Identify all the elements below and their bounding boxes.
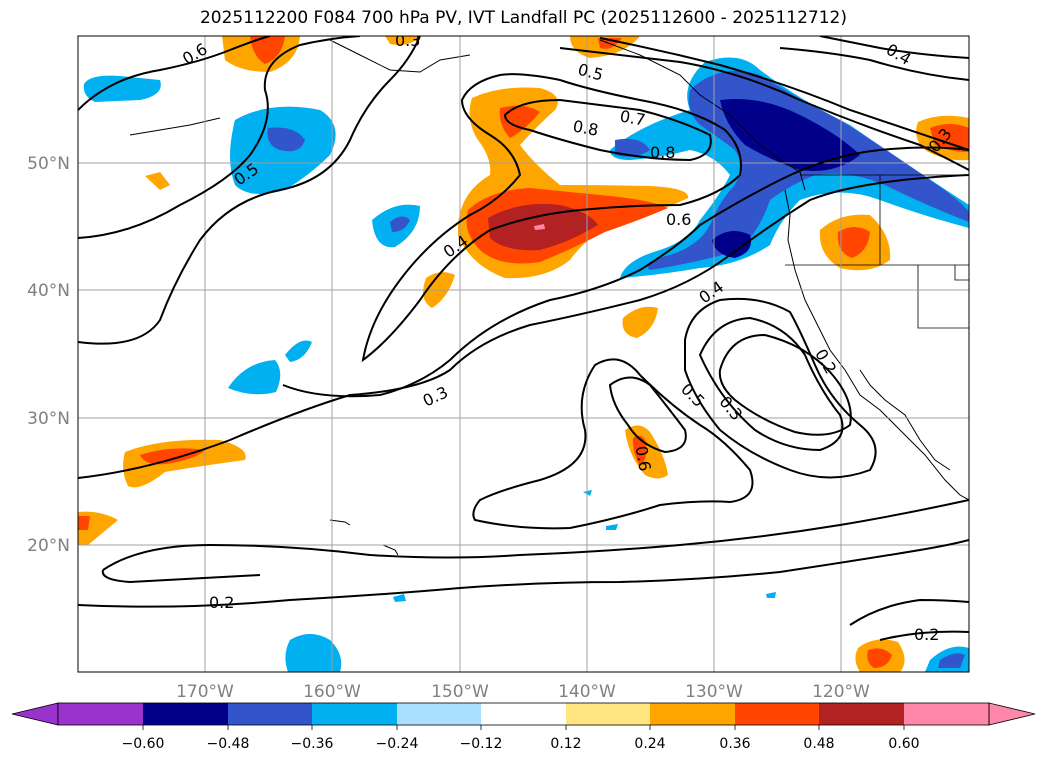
colorbar-tick-label: −0.60: [122, 736, 165, 752]
longitude-labels: 170°W 160°W 150°W 140°W 130°W 120°W: [176, 682, 870, 702]
colorbar-swatch: [143, 703, 228, 725]
colorbar-extend-max: [988, 702, 1036, 726]
colorbar-swatch: [58, 703, 143, 725]
colorbar-swatch: [904, 703, 989, 725]
contour-label: 0.6: [632, 444, 655, 472]
pv-contours: [78, 36, 969, 641]
lon-label-140w: 140°W: [558, 682, 616, 702]
contour-label: 0.6: [666, 210, 691, 229]
colorbar-tick-label: −0.24: [376, 736, 419, 752]
colorbar-swatch: [481, 703, 566, 725]
colorbar-outline: [57, 702, 990, 726]
lat-label-20n: 20°N: [27, 536, 70, 556]
lon-label-160w: 160°W: [303, 682, 361, 702]
map-title: 2025112200 F084 700 hPa PV, IVT Landfall…: [199, 8, 847, 28]
lon-label-120w: 120°W: [812, 682, 870, 702]
lat-label-40n: 40°N: [27, 281, 70, 301]
colorbar-tick-label: 0.60: [888, 736, 919, 752]
colorbar-tick-label: 0.36: [719, 736, 750, 752]
colorbar-swatch: [735, 703, 819, 725]
contour-label: 0.2: [209, 593, 234, 612]
colorbar-swatch: [397, 703, 481, 725]
colorbar-swatch: [566, 703, 650, 725]
colorbar-tick-label: 0.48: [803, 736, 834, 752]
positive-anomaly-shading: [78, 36, 969, 672]
colorbar: −0.60 −0.48 −0.36 −0.24 −0.12 0.12 0.24 …: [11, 702, 1036, 752]
colorbar-swatch: [228, 703, 312, 725]
latitude-labels: 50°N 40°N 30°N 20°N: [27, 154, 70, 556]
political-borders: [785, 174, 969, 329]
lon-label-130w: 130°W: [685, 682, 743, 702]
colorbar-tick-label: 0.24: [634, 736, 665, 752]
contour-label: 0.8: [571, 117, 599, 140]
lat-label-50n: 50°N: [27, 154, 70, 174]
map-frame: [77, 35, 970, 673]
colorbar-extend-min: [11, 702, 59, 726]
colorbar-tick-label: 0.12: [550, 736, 581, 752]
contour-label: 0.7: [618, 107, 646, 130]
contour-label: 0.2: [914, 625, 939, 644]
lat-label-30n: 30°N: [27, 409, 70, 429]
colorbar-swatch: [819, 703, 904, 725]
lon-label-150w: 150°W: [431, 682, 489, 702]
colorbar-swatch: [650, 703, 735, 725]
contour-label: 0.8: [650, 143, 675, 162]
colorbar-swatch: [312, 703, 397, 725]
lon-label-170w: 170°W: [176, 682, 234, 702]
contour-label: 0.3: [395, 31, 420, 50]
negative-anomaly-shading: [83, 57, 969, 672]
colorbar-tick-label: −0.12: [460, 736, 503, 752]
colorbar-tick-label: −0.48: [207, 736, 250, 752]
colorbar-tick-label: −0.36: [291, 736, 334, 752]
coastlines: [129, 39, 969, 556]
